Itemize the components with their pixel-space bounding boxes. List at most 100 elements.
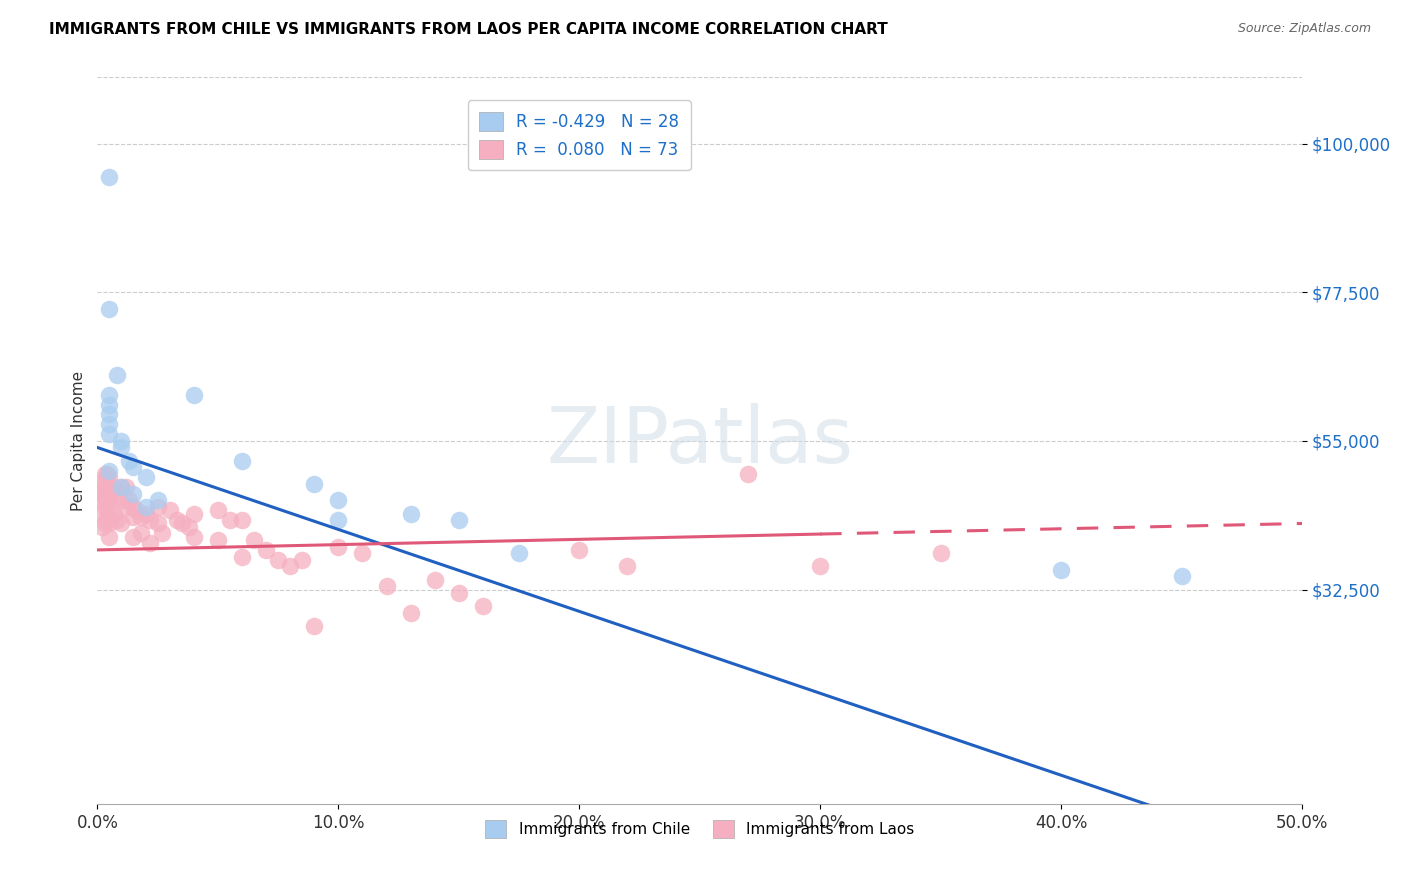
Point bbox=[218, 513, 240, 527]
Point bbox=[399, 507, 422, 521]
Point bbox=[93, 483, 115, 498]
Point bbox=[103, 507, 125, 521]
Point bbox=[96, 509, 118, 524]
Point bbox=[98, 480, 121, 494]
Point bbox=[105, 368, 128, 382]
Point bbox=[375, 579, 398, 593]
Point bbox=[103, 480, 125, 494]
Point bbox=[105, 490, 128, 504]
Point bbox=[808, 559, 831, 574]
Y-axis label: Per Capita Income: Per Capita Income bbox=[72, 371, 86, 511]
Point bbox=[471, 599, 494, 613]
Point bbox=[1050, 563, 1073, 577]
Text: IMMIGRANTS FROM CHILE VS IMMIGRANTS FROM LAOS PER CAPITA INCOME CORRELATION CHAR: IMMIGRANTS FROM CHILE VS IMMIGRANTS FROM… bbox=[49, 22, 889, 37]
Point bbox=[98, 417, 121, 432]
Point bbox=[352, 546, 374, 560]
Point bbox=[98, 464, 121, 478]
Point bbox=[207, 503, 229, 517]
Point bbox=[231, 513, 253, 527]
Point bbox=[125, 503, 148, 517]
Point bbox=[110, 434, 132, 448]
Point bbox=[110, 493, 132, 508]
Point bbox=[98, 503, 121, 517]
Point bbox=[122, 530, 145, 544]
Point bbox=[254, 542, 277, 557]
Point bbox=[122, 460, 145, 475]
Point bbox=[105, 513, 128, 527]
Point bbox=[929, 546, 952, 560]
Point bbox=[93, 516, 115, 531]
Point bbox=[152, 526, 174, 541]
Point bbox=[328, 540, 350, 554]
Point bbox=[98, 408, 121, 422]
Point bbox=[447, 586, 470, 600]
Point bbox=[101, 483, 124, 498]
Point bbox=[183, 387, 205, 401]
Point bbox=[231, 549, 253, 564]
Point bbox=[183, 507, 205, 521]
Point bbox=[508, 546, 530, 560]
Point bbox=[129, 526, 152, 541]
Point bbox=[616, 559, 638, 574]
Point bbox=[399, 606, 422, 620]
Point bbox=[93, 490, 115, 504]
Point bbox=[110, 441, 132, 455]
Point bbox=[129, 509, 152, 524]
Point bbox=[110, 480, 132, 494]
Point bbox=[93, 476, 115, 491]
Point bbox=[98, 516, 121, 531]
Point bbox=[568, 542, 591, 557]
Point bbox=[423, 573, 446, 587]
Point bbox=[447, 513, 470, 527]
Point bbox=[328, 513, 350, 527]
Point bbox=[98, 530, 121, 544]
Point bbox=[110, 516, 132, 531]
Point bbox=[91, 493, 114, 508]
Point bbox=[98, 490, 121, 504]
Point bbox=[91, 474, 114, 488]
Point bbox=[122, 487, 145, 501]
Point bbox=[118, 453, 141, 467]
Point bbox=[183, 530, 205, 544]
Point bbox=[98, 427, 121, 442]
Point bbox=[166, 513, 188, 527]
Point bbox=[146, 500, 169, 514]
Point bbox=[98, 169, 121, 184]
Point bbox=[159, 503, 181, 517]
Point bbox=[96, 493, 118, 508]
Legend: Immigrants from Chile, Immigrants from Laos: Immigrants from Chile, Immigrants from L… bbox=[479, 814, 921, 844]
Point bbox=[98, 398, 121, 412]
Point bbox=[328, 493, 350, 508]
Point bbox=[98, 387, 121, 401]
Point bbox=[91, 520, 114, 534]
Point bbox=[115, 500, 138, 514]
Point bbox=[1170, 569, 1192, 583]
Point bbox=[278, 559, 301, 574]
Text: ZIPatlas: ZIPatlas bbox=[547, 403, 853, 479]
Point bbox=[146, 516, 169, 531]
Point bbox=[231, 453, 253, 467]
Point bbox=[93, 467, 115, 481]
Point bbox=[737, 467, 759, 481]
Point bbox=[98, 470, 121, 484]
Point bbox=[177, 520, 200, 534]
Point bbox=[291, 553, 314, 567]
Point bbox=[96, 467, 118, 481]
Point bbox=[243, 533, 266, 547]
Point bbox=[96, 487, 118, 501]
Point bbox=[118, 493, 141, 508]
Point bbox=[110, 480, 132, 494]
Point bbox=[115, 480, 138, 494]
Point bbox=[302, 619, 325, 633]
Point bbox=[135, 507, 157, 521]
Point bbox=[302, 476, 325, 491]
Point bbox=[93, 500, 115, 514]
Point bbox=[267, 553, 290, 567]
Point bbox=[170, 516, 193, 531]
Point bbox=[135, 500, 157, 514]
Point bbox=[91, 507, 114, 521]
Point bbox=[146, 493, 169, 508]
Point bbox=[91, 487, 114, 501]
Point bbox=[207, 533, 229, 547]
Point bbox=[98, 301, 121, 316]
